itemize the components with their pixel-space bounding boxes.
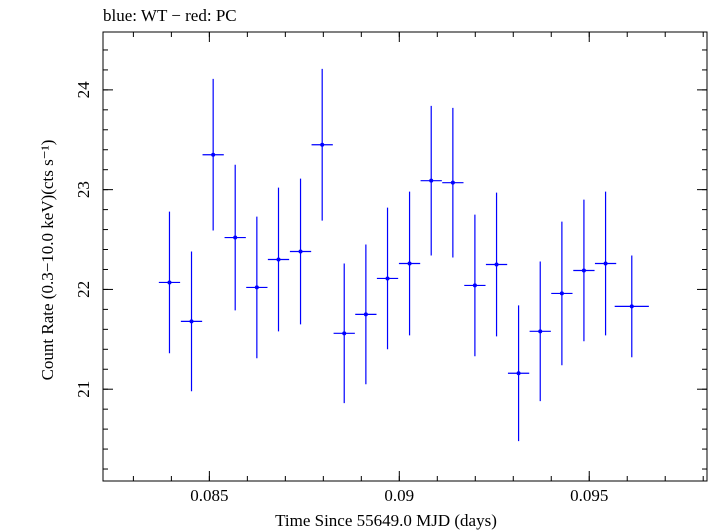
x-tick-labels: 0.085 0.09 0.095 xyxy=(190,486,608,505)
point-marker xyxy=(211,152,216,157)
data-point xyxy=(485,192,508,337)
point-marker xyxy=(254,285,259,290)
point-marker xyxy=(385,276,390,281)
point-marker xyxy=(472,283,477,288)
point-marker xyxy=(559,291,564,296)
point-marker xyxy=(189,319,194,324)
point-marker xyxy=(320,142,325,147)
y-tick-label: 22 xyxy=(74,281,93,298)
point-marker xyxy=(538,329,543,334)
data-point xyxy=(614,255,649,358)
point-marker xyxy=(276,257,281,262)
x-tick-label: 0.095 xyxy=(570,486,608,505)
data-point xyxy=(398,191,421,336)
y-tick-label: 21 xyxy=(74,381,93,398)
y-tick-label: 24 xyxy=(74,81,93,99)
point-marker xyxy=(342,331,347,336)
data-point xyxy=(202,78,224,231)
point-marker xyxy=(581,268,586,273)
data-point xyxy=(267,187,290,332)
point-marker xyxy=(407,261,412,266)
x-tick-label: 0.09 xyxy=(384,486,414,505)
plot-frame xyxy=(102,31,708,482)
data-point xyxy=(420,105,442,256)
data-point xyxy=(551,221,573,366)
chart-title: blue: WT − red: PC xyxy=(103,6,237,25)
data-point xyxy=(464,214,486,357)
point-marker xyxy=(233,235,238,240)
point-marker xyxy=(629,304,634,309)
data-point xyxy=(529,261,551,402)
data-point xyxy=(594,191,617,336)
point-marker xyxy=(450,180,455,185)
error-bars xyxy=(158,68,649,442)
major-ticks xyxy=(103,32,707,481)
x-tick-label: 0.085 xyxy=(190,486,228,505)
y-tick-label: 23 xyxy=(74,181,93,198)
point-marker xyxy=(298,249,303,254)
y-axis-label: Count Rate (0.3−10.0 keV)(cts s⁻¹) xyxy=(38,140,57,381)
point-marker xyxy=(363,312,368,317)
minor-ticks xyxy=(103,32,707,481)
point-marker xyxy=(429,178,434,183)
point-marker xyxy=(494,262,499,267)
data-point xyxy=(355,244,377,385)
data-point xyxy=(180,251,203,392)
data-point xyxy=(246,216,268,359)
point-marker xyxy=(516,371,521,376)
y-tick-labels: 21 22 23 24 xyxy=(74,81,93,398)
data-point xyxy=(224,164,246,311)
data-point xyxy=(333,263,355,404)
data-point xyxy=(311,68,333,221)
data-point xyxy=(573,199,595,342)
x-axis-label: Time Since 55649.0 MJD (days) xyxy=(275,511,497,530)
data-point xyxy=(289,178,312,325)
point-marker xyxy=(167,280,172,285)
data-point xyxy=(158,211,181,354)
data-point xyxy=(507,305,530,442)
data-point xyxy=(376,207,399,350)
point-marker xyxy=(603,261,608,266)
data-point xyxy=(442,107,464,258)
